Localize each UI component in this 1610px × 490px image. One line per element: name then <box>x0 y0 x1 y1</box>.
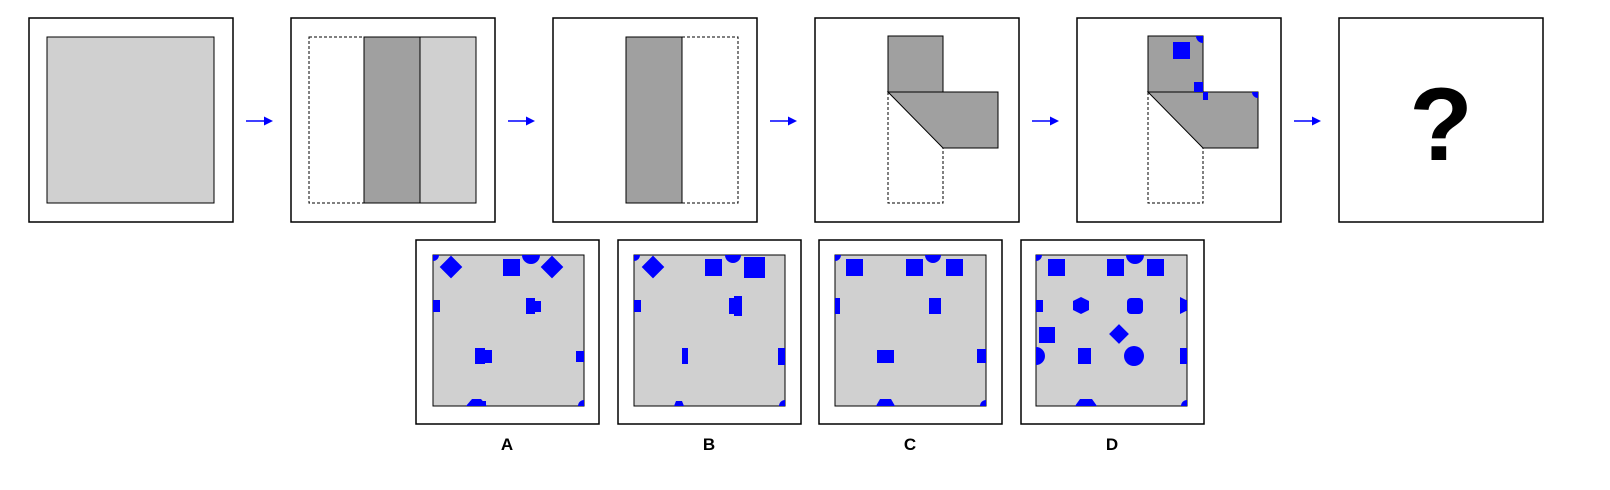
hole <box>1039 327 1055 343</box>
folded-layer <box>363 36 421 204</box>
question-mark: ? <box>1409 67 1473 183</box>
hole <box>682 348 688 364</box>
option-d[interactable]: D <box>1020 239 1205 454</box>
folded-strip-top <box>887 35 944 93</box>
hole <box>526 298 535 314</box>
arrow-icon <box>1294 116 1321 126</box>
hole <box>1109 324 1129 344</box>
hole <box>540 255 564 279</box>
hole <box>503 259 520 276</box>
hole <box>1181 400 1187 406</box>
unfolded-sheet <box>633 254 786 407</box>
arrow-icon <box>508 116 535 126</box>
hole <box>634 300 641 312</box>
folded-flap <box>886 91 999 149</box>
hole <box>466 399 487 406</box>
hole <box>439 255 463 279</box>
hole <box>641 255 665 279</box>
hole <box>835 255 841 261</box>
hole <box>725 255 741 263</box>
hole <box>578 400 584 406</box>
hole <box>674 401 684 406</box>
hole <box>734 296 742 316</box>
option-c[interactable]: C <box>818 239 1003 454</box>
paper-sheet <box>419 36 477 204</box>
hole <box>522 255 540 264</box>
option-d-label[interactable]: D <box>1106 435 1118 454</box>
option-a-label[interactable]: A <box>501 435 513 454</box>
arrow-icon <box>770 116 797 126</box>
option-b[interactable]: B <box>617 239 802 454</box>
unfolded-sheet <box>834 254 987 407</box>
option-c-label[interactable]: C <box>904 435 916 454</box>
fold-ghost-outline <box>1147 92 1204 204</box>
punched-square-hole <box>1203 92 1208 100</box>
unfolded-sheet <box>432 254 585 407</box>
option-b-label[interactable]: B <box>703 435 715 454</box>
step-5-panel <box>1076 17 1282 223</box>
hole <box>1107 259 1124 276</box>
hole <box>835 298 840 314</box>
punched-round-hole <box>1196 36 1203 43</box>
hole <box>744 257 765 278</box>
fold-ghost-outline <box>887 92 944 204</box>
step-3-panel <box>552 17 758 223</box>
hole <box>1048 259 1065 276</box>
arrow-icon <box>1032 116 1059 126</box>
hole <box>576 351 584 362</box>
hole <box>1180 297 1187 314</box>
folded-flap <box>1146 91 1259 149</box>
hole <box>634 255 640 261</box>
step-1-panel <box>28 17 234 223</box>
hole <box>1147 259 1164 276</box>
hole <box>1124 346 1144 366</box>
hole <box>1078 348 1091 364</box>
hole <box>1127 298 1143 314</box>
hole <box>1036 300 1043 312</box>
hole <box>1180 348 1187 364</box>
hole <box>1073 297 1089 314</box>
hole <box>846 259 863 276</box>
hole <box>876 399 895 406</box>
punched-round-hole <box>1252 92 1258 98</box>
paper-sheet <box>46 36 215 204</box>
hole <box>877 350 894 363</box>
hole <box>433 300 440 312</box>
hole <box>929 298 941 314</box>
question-frame <box>1338 17 1544 223</box>
question-panel: ? <box>1338 17 1544 223</box>
hole <box>1126 255 1144 264</box>
hole <box>925 255 941 263</box>
hole <box>906 259 923 276</box>
arrow-icon <box>246 116 273 126</box>
punched-square-hole <box>1194 82 1203 92</box>
step-4-panel <box>814 17 1020 223</box>
unfolded-sheet <box>1035 254 1188 407</box>
hole <box>778 348 785 365</box>
hole <box>480 350 492 363</box>
punched-square-hole <box>1173 42 1190 59</box>
hole <box>729 298 738 314</box>
hole <box>980 400 986 406</box>
hole <box>433 255 439 261</box>
step-2-panel <box>290 17 496 223</box>
hole <box>705 259 722 276</box>
folded-strip <box>625 36 683 204</box>
option-a[interactable]: A <box>415 239 600 454</box>
hole <box>1075 399 1097 406</box>
hole <box>977 349 986 363</box>
hole <box>1036 347 1045 365</box>
hole <box>779 400 785 406</box>
hole <box>946 259 963 276</box>
hole <box>531 301 541 312</box>
hole <box>1036 255 1042 261</box>
